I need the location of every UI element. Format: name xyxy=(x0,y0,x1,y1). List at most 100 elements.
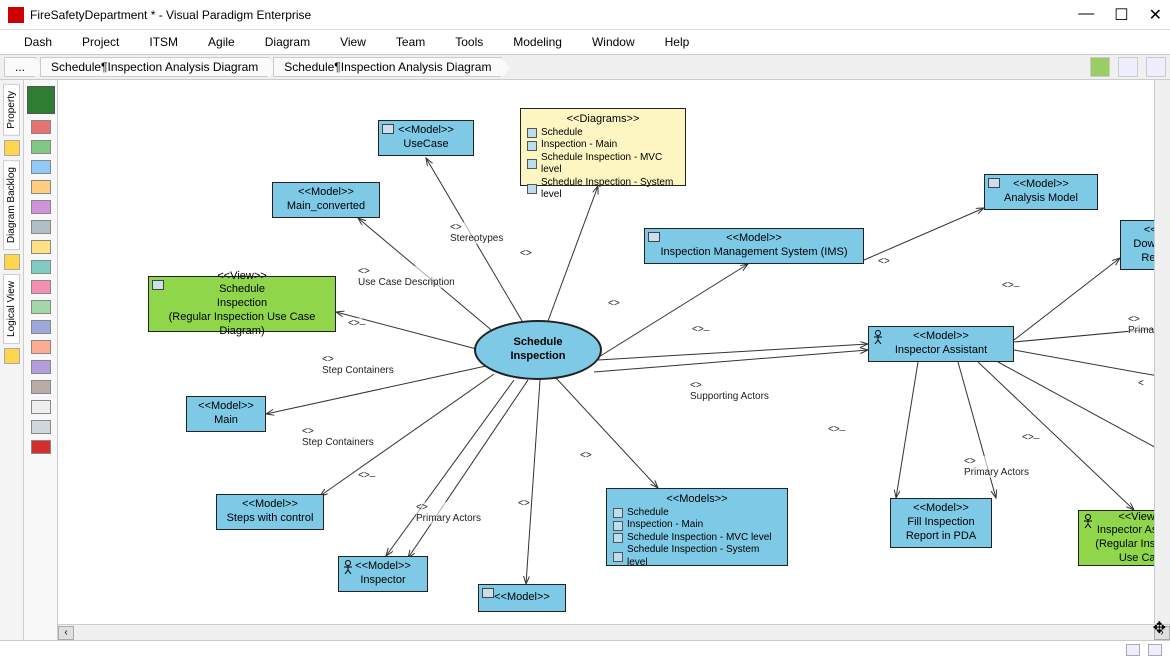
mail-icon[interactable] xyxy=(1126,644,1140,656)
list-item-label: Inspection - Main xyxy=(627,519,703,532)
palette-tool[interactable] xyxy=(31,120,51,134)
list-item-label: Schedule xyxy=(541,127,583,140)
list-item-icon xyxy=(527,141,537,151)
node-steps_ctrl[interactable]: <<Model>>Steps with control xyxy=(216,494,324,530)
palette-tool[interactable] xyxy=(31,180,51,194)
node-text: Steps with control xyxy=(227,512,314,526)
palette-tool[interactable] xyxy=(31,280,51,294)
node-text: <<Model>> xyxy=(1013,178,1069,192)
horizontal-scrollbar[interactable]: ‹ › xyxy=(58,624,1170,640)
node-text: Report in PDA xyxy=(906,530,976,544)
node-text: Inspection xyxy=(510,350,565,364)
breadcrumb-item[interactable]: Schedule¶Inspection Analysis Diagram xyxy=(40,57,269,77)
palette-tool[interactable] xyxy=(31,320,51,334)
list-item-icon xyxy=(527,184,537,194)
tool-palette xyxy=(24,80,58,640)
menu-modeling[interactable]: Modeling xyxy=(513,35,562,49)
node-inspector[interactable]: <<Model>>Inspector xyxy=(338,556,428,592)
side-tab-logical-view[interactable]: Logical View xyxy=(3,274,20,344)
palette-tool[interactable] xyxy=(31,440,51,454)
selection-tool[interactable] xyxy=(27,86,55,114)
menu-window[interactable]: Window xyxy=(592,35,635,49)
close-button[interactable]: ✕ xyxy=(1149,5,1162,25)
status-icon[interactable] xyxy=(1148,644,1162,656)
palette-tool[interactable] xyxy=(31,420,51,434)
node-fill_rpt[interactable]: <<Model>>Fill InspectionReport in PDA xyxy=(890,498,992,548)
breadcrumb-item[interactable]: Schedule¶Inspection Analysis Diagram xyxy=(273,57,502,77)
list-item: Schedule Inspection - MVC level xyxy=(613,532,781,545)
list-item-label: Schedule Inspection - MVC level xyxy=(627,532,772,545)
palette-tool[interactable] xyxy=(31,240,51,254)
edge-label: <>Supporting Actors xyxy=(690,380,769,402)
node-analysis[interactable]: <<Model>>Analysis Model xyxy=(984,174,1098,210)
vertical-scrollbar[interactable] xyxy=(1154,80,1170,624)
minimize-button[interactable]: — xyxy=(1078,5,1094,25)
breadcrumb-root[interactable]: ... xyxy=(4,57,36,77)
menu-dash[interactable]: Dash xyxy=(24,35,52,49)
node-insp_asst[interactable]: <<Model>>Inspector Assistant xyxy=(868,326,1014,362)
window-title: FireSafetyDepartment * - Visual Paradigm… xyxy=(30,8,1078,22)
palette-tool[interactable] xyxy=(31,160,51,174)
palette-tool[interactable] xyxy=(31,340,51,354)
list-item: Inspection - Main xyxy=(613,519,781,532)
menu-agile[interactable]: Agile xyxy=(208,35,235,49)
move-cursor-icon: ✥ xyxy=(1153,618,1166,638)
node-main[interactable]: <<Model>>Main xyxy=(186,396,266,432)
menu-diagram[interactable]: Diagram xyxy=(265,35,310,49)
app-logo-icon xyxy=(8,7,24,23)
palette-tool[interactable] xyxy=(31,260,51,274)
toolbar-icon[interactable] xyxy=(1090,57,1110,77)
toolbar-icon[interactable] xyxy=(1118,57,1138,77)
side-tab-diagram-backlog[interactable]: Diagram Backlog xyxy=(3,160,20,250)
node-view_green[interactable]: <<View>>ScheduleInspection(Regular Inspe… xyxy=(148,276,336,332)
node-ims[interactable]: <<Model>>Inspection Management System (I… xyxy=(644,228,864,264)
menubar: Dash Project ITSM Agile Diagram View Team Tools… xyxy=(0,30,1170,54)
list-item: Schedule xyxy=(613,507,781,520)
node-title: <<Models>> xyxy=(613,493,781,507)
list-item-label: Schedule Inspection - System level xyxy=(541,177,679,202)
actor-icon xyxy=(343,560,353,574)
node-text: <<Model>> xyxy=(355,560,411,574)
edge-label: <> ̶ xyxy=(692,324,706,335)
list-item-icon xyxy=(613,533,623,543)
statusbar xyxy=(0,640,1170,658)
node-diagrams_note[interactable]: <<Diagrams>>ScheduleInspection - MainSch… xyxy=(520,108,686,186)
list-item-icon xyxy=(527,128,537,138)
menu-project[interactable]: Project xyxy=(82,35,119,49)
node-model_bot[interactable]: <<Model>> xyxy=(478,584,566,612)
menu-view[interactable]: View xyxy=(340,35,366,49)
node-usecase[interactable]: <<Model>>UseCase xyxy=(378,120,474,156)
node-text: <<Model>> xyxy=(913,502,969,516)
palette-tool[interactable] xyxy=(31,360,51,374)
node-text: Inspection xyxy=(217,297,267,311)
menu-team[interactable]: Team xyxy=(396,35,425,49)
scroll-left-icon[interactable]: ‹ xyxy=(58,626,74,640)
model-icon xyxy=(152,280,164,290)
side-tab-property[interactable]: Property xyxy=(3,84,20,136)
toolbar-icon[interactable] xyxy=(1146,57,1166,77)
list-item: Inspection - Main xyxy=(527,139,679,152)
palette-tool[interactable] xyxy=(31,200,51,214)
node-text: <<Model>> xyxy=(398,124,454,138)
maximize-button[interactable]: ☐ xyxy=(1114,5,1128,25)
diagram-canvas[interactable]: <>Stereotypes<><>Use Case Description<> … xyxy=(58,80,1170,624)
palette-tool[interactable] xyxy=(31,140,51,154)
palette-tool[interactable] xyxy=(31,220,51,234)
list-item-icon xyxy=(613,552,623,562)
palette-tool[interactable] xyxy=(31,380,51,394)
node-text: <<View>> xyxy=(217,270,266,284)
edge-label: <>Stereotypes xyxy=(450,222,503,244)
edge-label: <> xyxy=(608,298,620,309)
palette-tool[interactable] xyxy=(31,400,51,414)
node-text: Inspector Assistant xyxy=(895,344,987,358)
menu-tools[interactable]: Tools xyxy=(455,35,483,49)
node-text: Main_converted xyxy=(287,200,365,214)
node-models_stack[interactable]: <<Models>>ScheduleInspection - MainSched… xyxy=(606,488,788,566)
sidepanel: Property Diagram Backlog Logical View xyxy=(0,80,24,640)
node-center[interactable]: ScheduleInspection xyxy=(474,320,602,380)
model-icon xyxy=(482,588,494,598)
node-main_conv[interactable]: <<Model>>Main_converted xyxy=(272,182,380,218)
menu-itsm[interactable]: ITSM xyxy=(149,35,178,49)
menu-help[interactable]: Help xyxy=(665,35,690,49)
palette-tool[interactable] xyxy=(31,300,51,314)
